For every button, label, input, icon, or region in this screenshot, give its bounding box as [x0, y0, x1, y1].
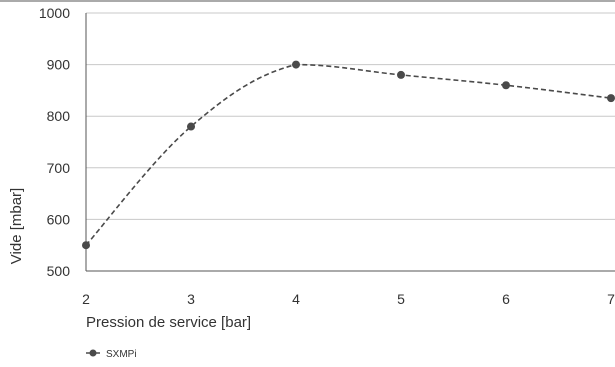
y-tick-label: 900: [47, 57, 71, 73]
y-tick-label: 800: [47, 108, 71, 124]
series-line: [85, 63, 612, 246]
plot-frame: [0, 0, 615, 272]
data-point: [502, 81, 510, 90]
grid-lines: [86, 12, 615, 272]
series-layer: [82, 60, 615, 250]
x-axis-ticks: 2 3 4 5 6 7: [82, 291, 615, 307]
y-axis-ticks: 500 600 700 800 900 1000: [39, 5, 70, 279]
legend-label: SXMPi: [106, 349, 137, 360]
x-tick-label: 2: [82, 291, 90, 307]
data-point: [292, 60, 300, 69]
y-tick-label: 500: [47, 263, 71, 279]
y-axis-title: Vide [mbar]: [8, 188, 25, 264]
x-tick-label: 5: [397, 291, 405, 307]
x-tick-label: 7: [607, 291, 615, 307]
x-axis-title: Pression de service [bar]: [86, 314, 251, 331]
legend-marker: [89, 349, 97, 357]
legend[interactable]: SXMPi: [86, 349, 137, 360]
y-tick-label: 1000: [39, 5, 70, 21]
data-point: [397, 70, 405, 79]
data-point: [187, 122, 195, 131]
x-tick-label: 6: [502, 291, 510, 307]
y-tick-label: 600: [47, 211, 71, 227]
x-tick-label: 3: [187, 291, 195, 307]
x-tick-label: 4: [292, 291, 300, 307]
y-tick-label: 700: [47, 160, 71, 176]
data-point: [82, 241, 90, 250]
data-point: [607, 94, 615, 103]
